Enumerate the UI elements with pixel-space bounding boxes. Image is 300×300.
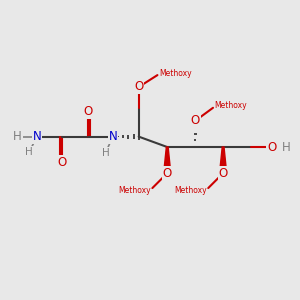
Text: H: H [25,147,33,157]
Text: O: O [134,80,143,94]
Text: H: H [14,130,22,143]
Polygon shape [220,147,227,173]
Text: Methoxy: Methoxy [118,186,151,195]
Text: O: O [190,114,200,128]
Text: O: O [83,106,92,118]
Text: Methoxy: Methoxy [174,186,207,195]
Text: N: N [33,130,41,143]
Text: H: H [101,148,109,158]
Text: H: H [282,140,290,154]
Text: Methoxy: Methoxy [159,68,191,77]
Polygon shape [164,147,171,173]
Text: O: O [267,140,277,154]
Text: N: N [109,130,117,143]
Text: O: O [218,167,228,180]
Text: Methoxy: Methoxy [214,101,247,110]
Text: O: O [58,156,67,169]
Text: O: O [163,167,172,180]
